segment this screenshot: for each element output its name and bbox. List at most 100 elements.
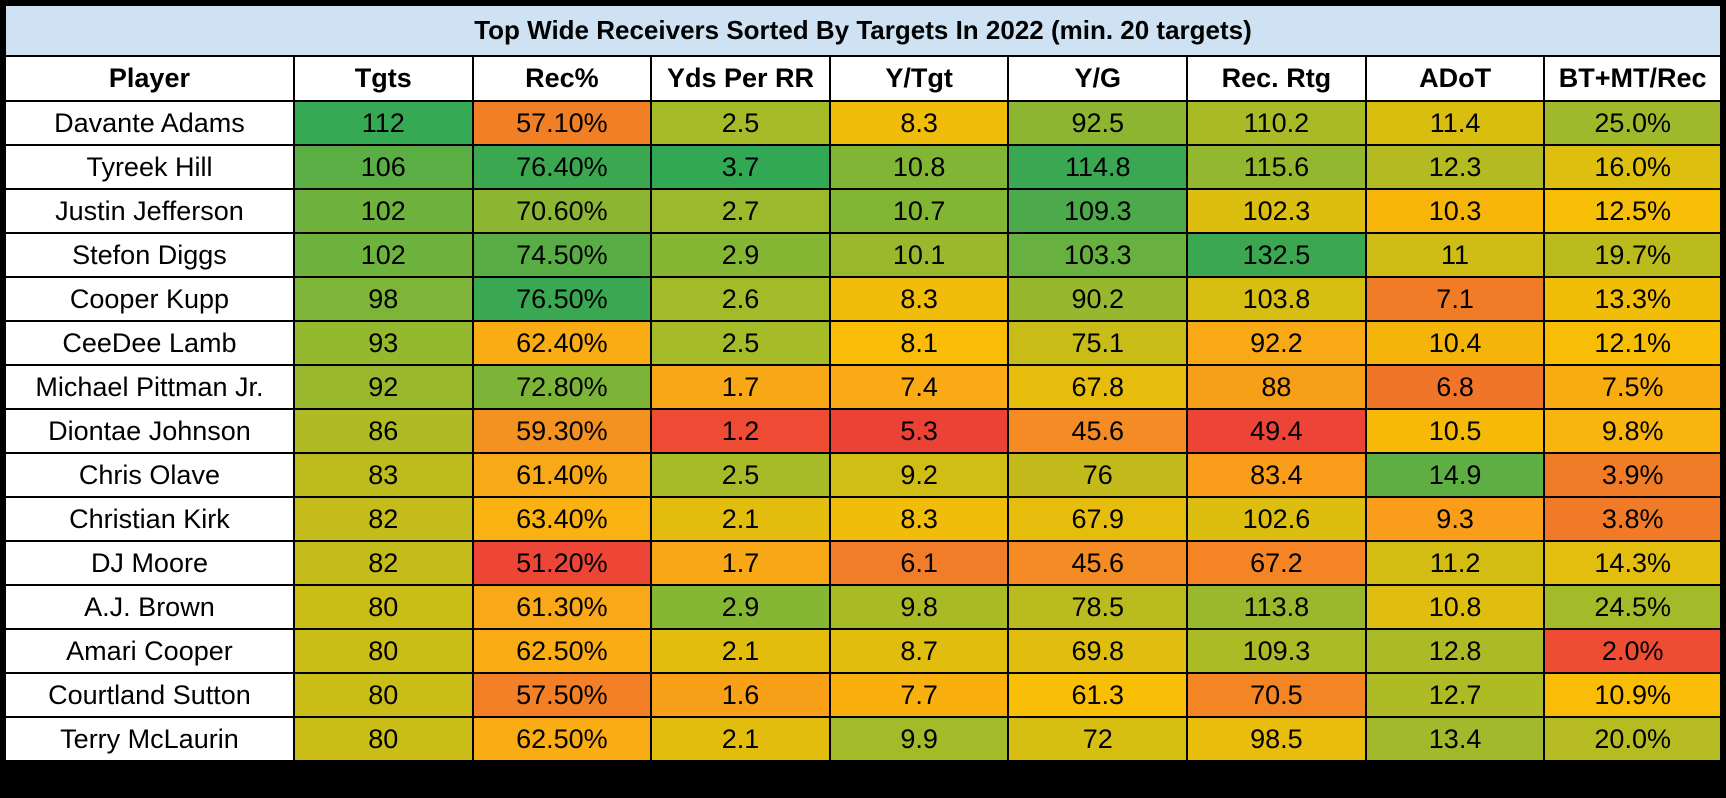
stat-cell-rec-rtg: 132.5 (1186, 232, 1367, 278)
stat-cell-y-per-tgt: 9.2 (828, 452, 1010, 498)
stat-cell-tgts: 80 (292, 716, 474, 762)
table-row: Michael Pittman Jr. 92 72.80% 1.7 7.4 67.8 88 6… (4, 364, 1722, 410)
player-name-cell: Cooper Kupp (4, 276, 295, 322)
table-row: Cooper Kupp 98 76.50% 2.6 8.3 90.2 103.8 7.1 13.… (4, 276, 1722, 322)
table-row: Christian Kirk 82 63.40% 2.1 8.3 67.9 102.6 9.3… (4, 496, 1722, 542)
player-name-cell: Stefon Diggs (4, 232, 295, 278)
stat-cell-bt-mt-rec: 20.0% (1543, 716, 1722, 762)
stat-cell-adot: 12.3 (1364, 144, 1546, 190)
stat-cell-rec-pct: 63.40% (471, 496, 653, 542)
player-name-cell: Tyreek Hill (4, 144, 295, 190)
stat-cell-yds-per-rr: 2.5 (650, 100, 831, 146)
player-name-cell: DJ Moore (4, 540, 295, 586)
stat-cell-rec-pct: 57.10% (471, 100, 653, 146)
table-row: Justin Jefferson 102 70.60% 2.7 10.7 109.3 102… (4, 188, 1722, 234)
stat-cell-tgts: 98 (292, 276, 474, 322)
stat-cell-y-per-tgt: 6.1 (828, 540, 1010, 586)
stat-cell-y-per-tgt: 7.4 (828, 364, 1010, 410)
stat-cell-y-per-tgt: 10.7 (828, 188, 1010, 234)
stat-cell-bt-mt-rec: 7.5% (1543, 364, 1722, 410)
stat-cell-bt-mt-rec: 16.0% (1543, 144, 1722, 190)
stat-cell-tgts: 112 (292, 100, 474, 146)
stat-cell-y-per-g: 109.3 (1007, 188, 1189, 234)
stat-cell-y-per-tgt: 8.3 (828, 276, 1010, 322)
stat-cell-bt-mt-rec: 13.3% (1543, 276, 1722, 322)
stat-cell-rec-pct: 76.40% (471, 144, 653, 190)
stat-cell-rec-rtg: 70.5 (1186, 672, 1367, 718)
stat-cell-tgts: 82 (292, 540, 474, 586)
stat-cell-bt-mt-rec: 25.0% (1543, 100, 1722, 146)
stat-cell-y-per-g: 114.8 (1007, 144, 1189, 190)
table-title: Top Wide Receivers Sorted By Targets In … (4, 4, 1722, 57)
column-header-y-per-g: Y/G (1007, 55, 1189, 102)
stat-cell-y-per-g: 76 (1007, 452, 1189, 498)
stat-cell-yds-per-rr: 1.2 (650, 408, 831, 454)
stat-cell-adot: 6.8 (1364, 364, 1546, 410)
table-row: Amari Cooper 80 62.50% 2.1 8.7 69.8 109.3 12.8 2… (4, 628, 1722, 674)
stat-cell-y-per-tgt: 8.1 (828, 320, 1010, 366)
title-row: Top Wide Receivers Sorted By Targets In … (4, 4, 1722, 57)
stat-cell-tgts: 106 (292, 144, 474, 190)
column-header-tgts: Tgts (292, 55, 474, 102)
stat-cell-adot: 10.4 (1364, 320, 1546, 366)
stat-cell-rec-pct: 57.50% (471, 672, 653, 718)
stat-cell-rec-rtg: 110.2 (1186, 100, 1367, 146)
stat-cell-rec-pct: 72.80% (471, 364, 653, 410)
stat-cell-rec-pct: 61.40% (471, 452, 653, 498)
player-name-cell: Diontae Johnson (4, 408, 295, 454)
stat-cell-y-per-tgt: 8.3 (828, 100, 1010, 146)
stat-cell-rec-pct: 51.20% (471, 540, 653, 586)
stat-cell-adot: 11.2 (1364, 540, 1546, 586)
stat-cell-y-per-tgt: 9.9 (828, 716, 1010, 762)
stat-cell-rec-rtg: 102.6 (1186, 496, 1367, 542)
stat-cell-yds-per-rr: 2.1 (650, 628, 831, 674)
stat-cell-y-per-tgt: 10.1 (828, 232, 1010, 278)
stat-cell-yds-per-rr: 2.9 (650, 584, 831, 630)
stat-cell-y-per-tgt: 5.3 (828, 408, 1010, 454)
stat-cell-rec-rtg: 83.4 (1186, 452, 1367, 498)
stat-cell-rec-pct: 61.30% (471, 584, 653, 630)
stat-cell-bt-mt-rec: 3.8% (1543, 496, 1722, 542)
stat-cell-y-per-g: 90.2 (1007, 276, 1189, 322)
stat-cell-bt-mt-rec: 3.9% (1543, 452, 1722, 498)
stat-cell-tgts: 80 (292, 628, 474, 674)
table-row: A.J. Brown 80 61.30% 2.9 9.8 78.5 113.8 10.8 24.… (4, 584, 1722, 630)
stat-cell-tgts: 82 (292, 496, 474, 542)
stat-cell-bt-mt-rec: 12.1% (1543, 320, 1722, 366)
stat-cell-rec-pct: 62.40% (471, 320, 653, 366)
stat-cell-y-per-g: 69.8 (1007, 628, 1189, 674)
stat-cell-rec-rtg: 49.4 (1186, 408, 1367, 454)
stat-cell-yds-per-rr: 1.7 (650, 540, 831, 586)
column-header-player: Player (4, 55, 295, 102)
stat-cell-y-per-tgt: 10.8 (828, 144, 1010, 190)
stat-cell-rec-rtg: 103.8 (1186, 276, 1367, 322)
stat-cell-bt-mt-rec: 10.9% (1543, 672, 1722, 718)
table-row: Courtland Sutton 80 57.50% 1.6 7.7 61.3 70.5 12… (4, 672, 1722, 718)
stat-cell-yds-per-rr: 2.1 (650, 716, 831, 762)
stat-cell-yds-per-rr: 1.6 (650, 672, 831, 718)
stat-cell-adot: 11 (1364, 232, 1546, 278)
table-row: Chris Olave 83 61.40% 2.5 9.2 76 83.4 14.9 3.9% (4, 452, 1722, 498)
player-name-cell: Christian Kirk (4, 496, 295, 542)
stat-cell-tgts: 102 (292, 188, 474, 234)
player-name-cell: Amari Cooper (4, 628, 295, 674)
table-body: Davante Adams 112 57.10% 2.5 8.3 92.5 110.2 11.… (4, 100, 1722, 762)
stat-cell-bt-mt-rec: 12.5% (1543, 188, 1722, 234)
stat-cell-y-per-g: 67.8 (1007, 364, 1189, 410)
player-name-cell: Justin Jefferson (4, 188, 295, 234)
stat-cell-rec-rtg: 92.2 (1186, 320, 1367, 366)
stat-cell-rec-pct: 76.50% (471, 276, 653, 322)
stat-cell-adot: 12.8 (1364, 628, 1546, 674)
table-row: Tyreek Hill 106 76.40% 3.7 10.8 114.8 115.6 12.… (4, 144, 1722, 190)
stat-cell-tgts: 86 (292, 408, 474, 454)
table-row: Diontae Johnson 86 59.30% 1.2 5.3 45.6 49.4 10.… (4, 408, 1722, 454)
stat-cell-y-per-g: 67.9 (1007, 496, 1189, 542)
stat-cell-rec-pct: 74.50% (471, 232, 653, 278)
stat-cell-y-per-tgt: 9.8 (828, 584, 1010, 630)
column-header-rec-pct: Rec% (471, 55, 653, 102)
stat-cell-yds-per-rr: 1.7 (650, 364, 831, 410)
stat-cell-rec-pct: 59.30% (471, 408, 653, 454)
player-name-cell: A.J. Brown (4, 584, 295, 630)
player-name-cell: Terry McLaurin (4, 716, 295, 762)
